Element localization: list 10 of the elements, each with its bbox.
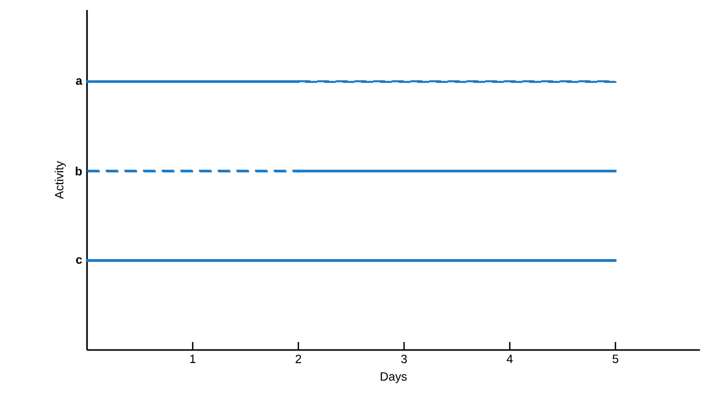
y-tick-label: c xyxy=(76,257,82,264)
y-tick-label: b xyxy=(76,166,82,176)
x-tick-label: 5 xyxy=(612,354,618,364)
x-tick-label: 1 xyxy=(190,354,196,363)
x-tick-label: 4 xyxy=(506,354,513,363)
x-tick-label: 2 xyxy=(296,354,302,364)
y-axis-title: Activity xyxy=(54,161,66,199)
x-axis-title: Days xyxy=(380,372,407,384)
x-tick-label: 3 xyxy=(401,354,407,364)
y-tick-label: a xyxy=(76,78,82,85)
